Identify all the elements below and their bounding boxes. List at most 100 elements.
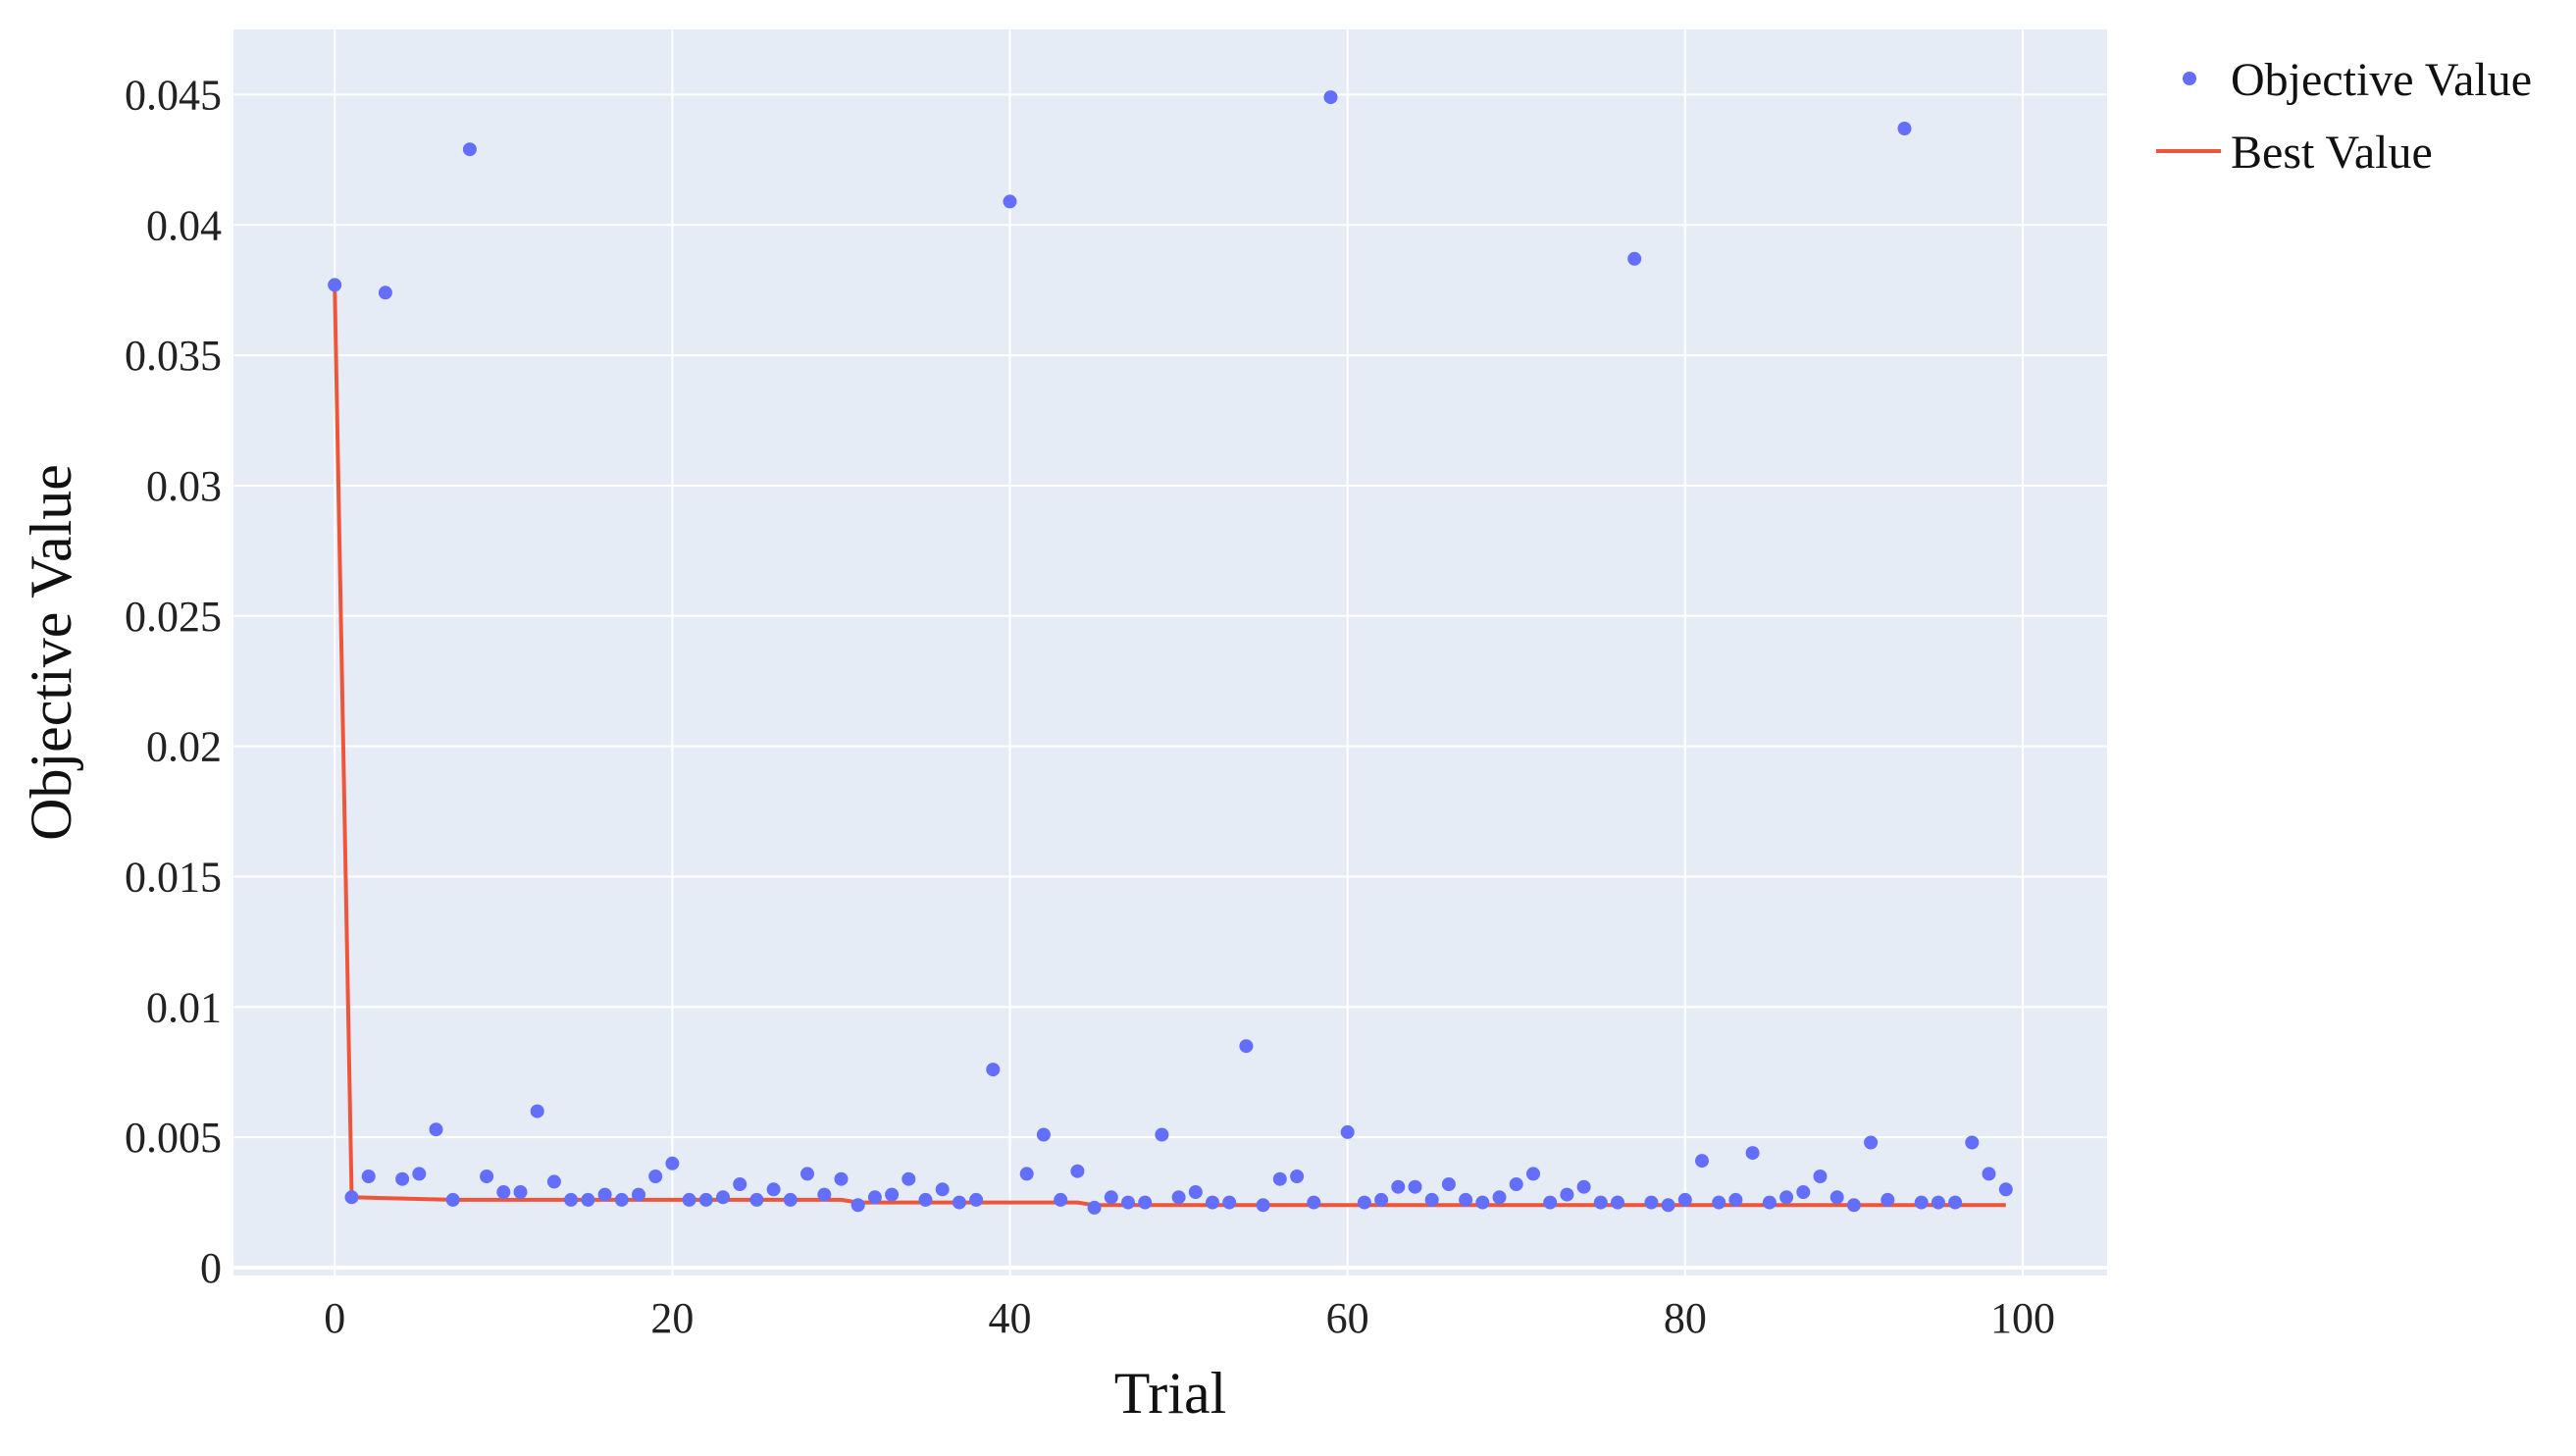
objective-value-point[interactable] [1424, 1192, 1439, 1207]
objective-value-point[interactable] [1526, 1167, 1540, 1181]
objective-value-point[interactable] [952, 1195, 966, 1210]
objective-value-point[interactable] [834, 1171, 849, 1186]
objective-value-point[interactable] [1914, 1195, 1929, 1210]
objective-value-point[interactable] [1644, 1195, 1659, 1210]
objective-value-point[interactable] [1138, 1195, 1153, 1210]
objective-value-point[interactable] [344, 1190, 359, 1205]
objective-value-point[interactable] [1357, 1195, 1371, 1210]
objective-value-point[interactable] [1206, 1195, 1219, 1210]
objective-value-point[interactable] [918, 1192, 933, 1207]
objective-value-point[interactable] [581, 1192, 595, 1207]
objective-value-point[interactable] [1982, 1167, 1996, 1181]
objective-value-point[interactable] [1948, 1195, 1963, 1210]
objective-value-point[interactable] [1019, 1167, 1034, 1181]
objective-value-point[interactable] [1054, 1192, 1068, 1207]
objective-value-point[interactable] [766, 1182, 781, 1197]
objective-value-point[interactable] [496, 1185, 511, 1199]
objective-value-point[interactable] [378, 286, 392, 300]
objective-value-point[interactable] [632, 1187, 645, 1202]
objective-value-point[interactable] [1391, 1179, 1406, 1194]
objective-value-point[interactable] [1171, 1190, 1186, 1205]
objective-value-point[interactable] [1880, 1192, 1895, 1207]
objective-value-point[interactable] [1677, 1192, 1692, 1207]
objective-value-point[interactable] [1593, 1195, 1608, 1210]
objective-value-point[interactable] [1813, 1170, 1828, 1183]
objective-value-point[interactable] [1509, 1177, 1523, 1191]
objective-value-point[interactable] [1762, 1195, 1777, 1210]
objective-value-point[interactable] [1475, 1195, 1490, 1210]
objective-value-point[interactable] [1003, 194, 1017, 209]
objective-value-point[interactable] [1829, 1190, 1844, 1205]
objective-value-point[interactable] [1340, 1124, 1355, 1139]
objective-value-point[interactable] [986, 1063, 1001, 1077]
objective-value-point[interactable] [546, 1174, 561, 1189]
objective-value-point[interactable] [328, 278, 342, 292]
objective-value-point[interactable] [648, 1170, 663, 1183]
objective-value-point[interactable] [682, 1192, 696, 1207]
objective-value-point[interactable] [716, 1190, 730, 1205]
objective-value-point[interactable] [462, 142, 477, 157]
objective-value-point[interactable] [513, 1185, 528, 1199]
objective-value-point[interactable] [1712, 1195, 1726, 1210]
objective-value-point[interactable] [564, 1192, 579, 1207]
objective-value-point[interactable] [429, 1122, 443, 1137]
objective-value-point[interactable] [1728, 1192, 1743, 1207]
objective-value-point[interactable] [800, 1167, 814, 1181]
objective-value-point[interactable] [1965, 1135, 1980, 1150]
objective-value-point[interactable] [1576, 1179, 1591, 1194]
objective-value-point[interactable] [1459, 1192, 1473, 1207]
objective-value-point[interactable] [1272, 1171, 1287, 1186]
objective-value-point[interactable] [935, 1182, 950, 1197]
objective-value-point[interactable] [1323, 90, 1338, 105]
objective-value-point[interactable] [1441, 1177, 1456, 1191]
objective-value-point[interactable] [1931, 1195, 1945, 1210]
objective-value-point[interactable] [395, 1171, 410, 1186]
objective-value-point[interactable] [885, 1187, 900, 1202]
objective-value-point[interactable] [1661, 1198, 1675, 1213]
objective-value-point[interactable] [1864, 1135, 1879, 1150]
objective-value-point[interactable] [1611, 1195, 1624, 1210]
objective-value-point[interactable] [817, 1187, 832, 1202]
objective-value-point[interactable] [1627, 251, 1642, 266]
objective-value-point[interactable] [733, 1177, 747, 1191]
objective-value-point[interactable] [1796, 1185, 1811, 1199]
objective-value-point[interactable] [361, 1170, 376, 1183]
objective-value-point[interactable] [1290, 1170, 1305, 1183]
objective-value-point[interactable] [597, 1187, 612, 1202]
objective-value-point[interactable] [412, 1167, 427, 1181]
objective-value-point[interactable] [1256, 1198, 1270, 1213]
objective-value-point[interactable] [1239, 1039, 1254, 1054]
objective-value-point[interactable] [1155, 1127, 1169, 1142]
objective-value-point[interactable] [1222, 1195, 1237, 1210]
objective-value-point[interactable] [1897, 122, 1912, 135]
objective-value-point[interactable] [867, 1190, 882, 1205]
objective-value-point[interactable] [1779, 1190, 1794, 1205]
objective-value-point[interactable] [445, 1192, 460, 1207]
objective-value-point[interactable] [1998, 1182, 2013, 1197]
objective-value-point[interactable] [614, 1192, 629, 1207]
objective-value-point[interactable] [1492, 1190, 1507, 1205]
objective-value-point[interactable] [783, 1192, 798, 1207]
objective-value-point[interactable] [1121, 1195, 1135, 1210]
objective-value-point[interactable] [698, 1192, 713, 1207]
objective-value-point[interactable] [1543, 1195, 1558, 1210]
objective-value-point[interactable] [1104, 1190, 1118, 1205]
objective-value-point[interactable] [665, 1156, 680, 1170]
objective-value-point[interactable] [850, 1198, 865, 1213]
objective-value-point[interactable] [1087, 1200, 1102, 1215]
objective-value-point[interactable] [1036, 1127, 1051, 1142]
objective-value-point[interactable] [749, 1192, 764, 1207]
objective-value-point[interactable] [969, 1192, 984, 1207]
objective-value-point[interactable] [1695, 1154, 1709, 1169]
objective-value-point[interactable] [1188, 1185, 1203, 1199]
objective-value-point[interactable] [1374, 1192, 1389, 1207]
legend[interactable]: Objective Value Best Value [2156, 54, 2532, 179]
objective-value-point[interactable] [530, 1104, 544, 1118]
objective-value-point[interactable] [902, 1171, 916, 1186]
objective-value-point[interactable] [1070, 1164, 1085, 1178]
objective-value-point[interactable] [1846, 1198, 1861, 1213]
objective-value-point[interactable] [1307, 1195, 1321, 1210]
objective-value-point[interactable] [480, 1170, 494, 1183]
objective-value-point[interactable] [1408, 1179, 1422, 1194]
objective-value-point[interactable] [1745, 1146, 1760, 1161]
